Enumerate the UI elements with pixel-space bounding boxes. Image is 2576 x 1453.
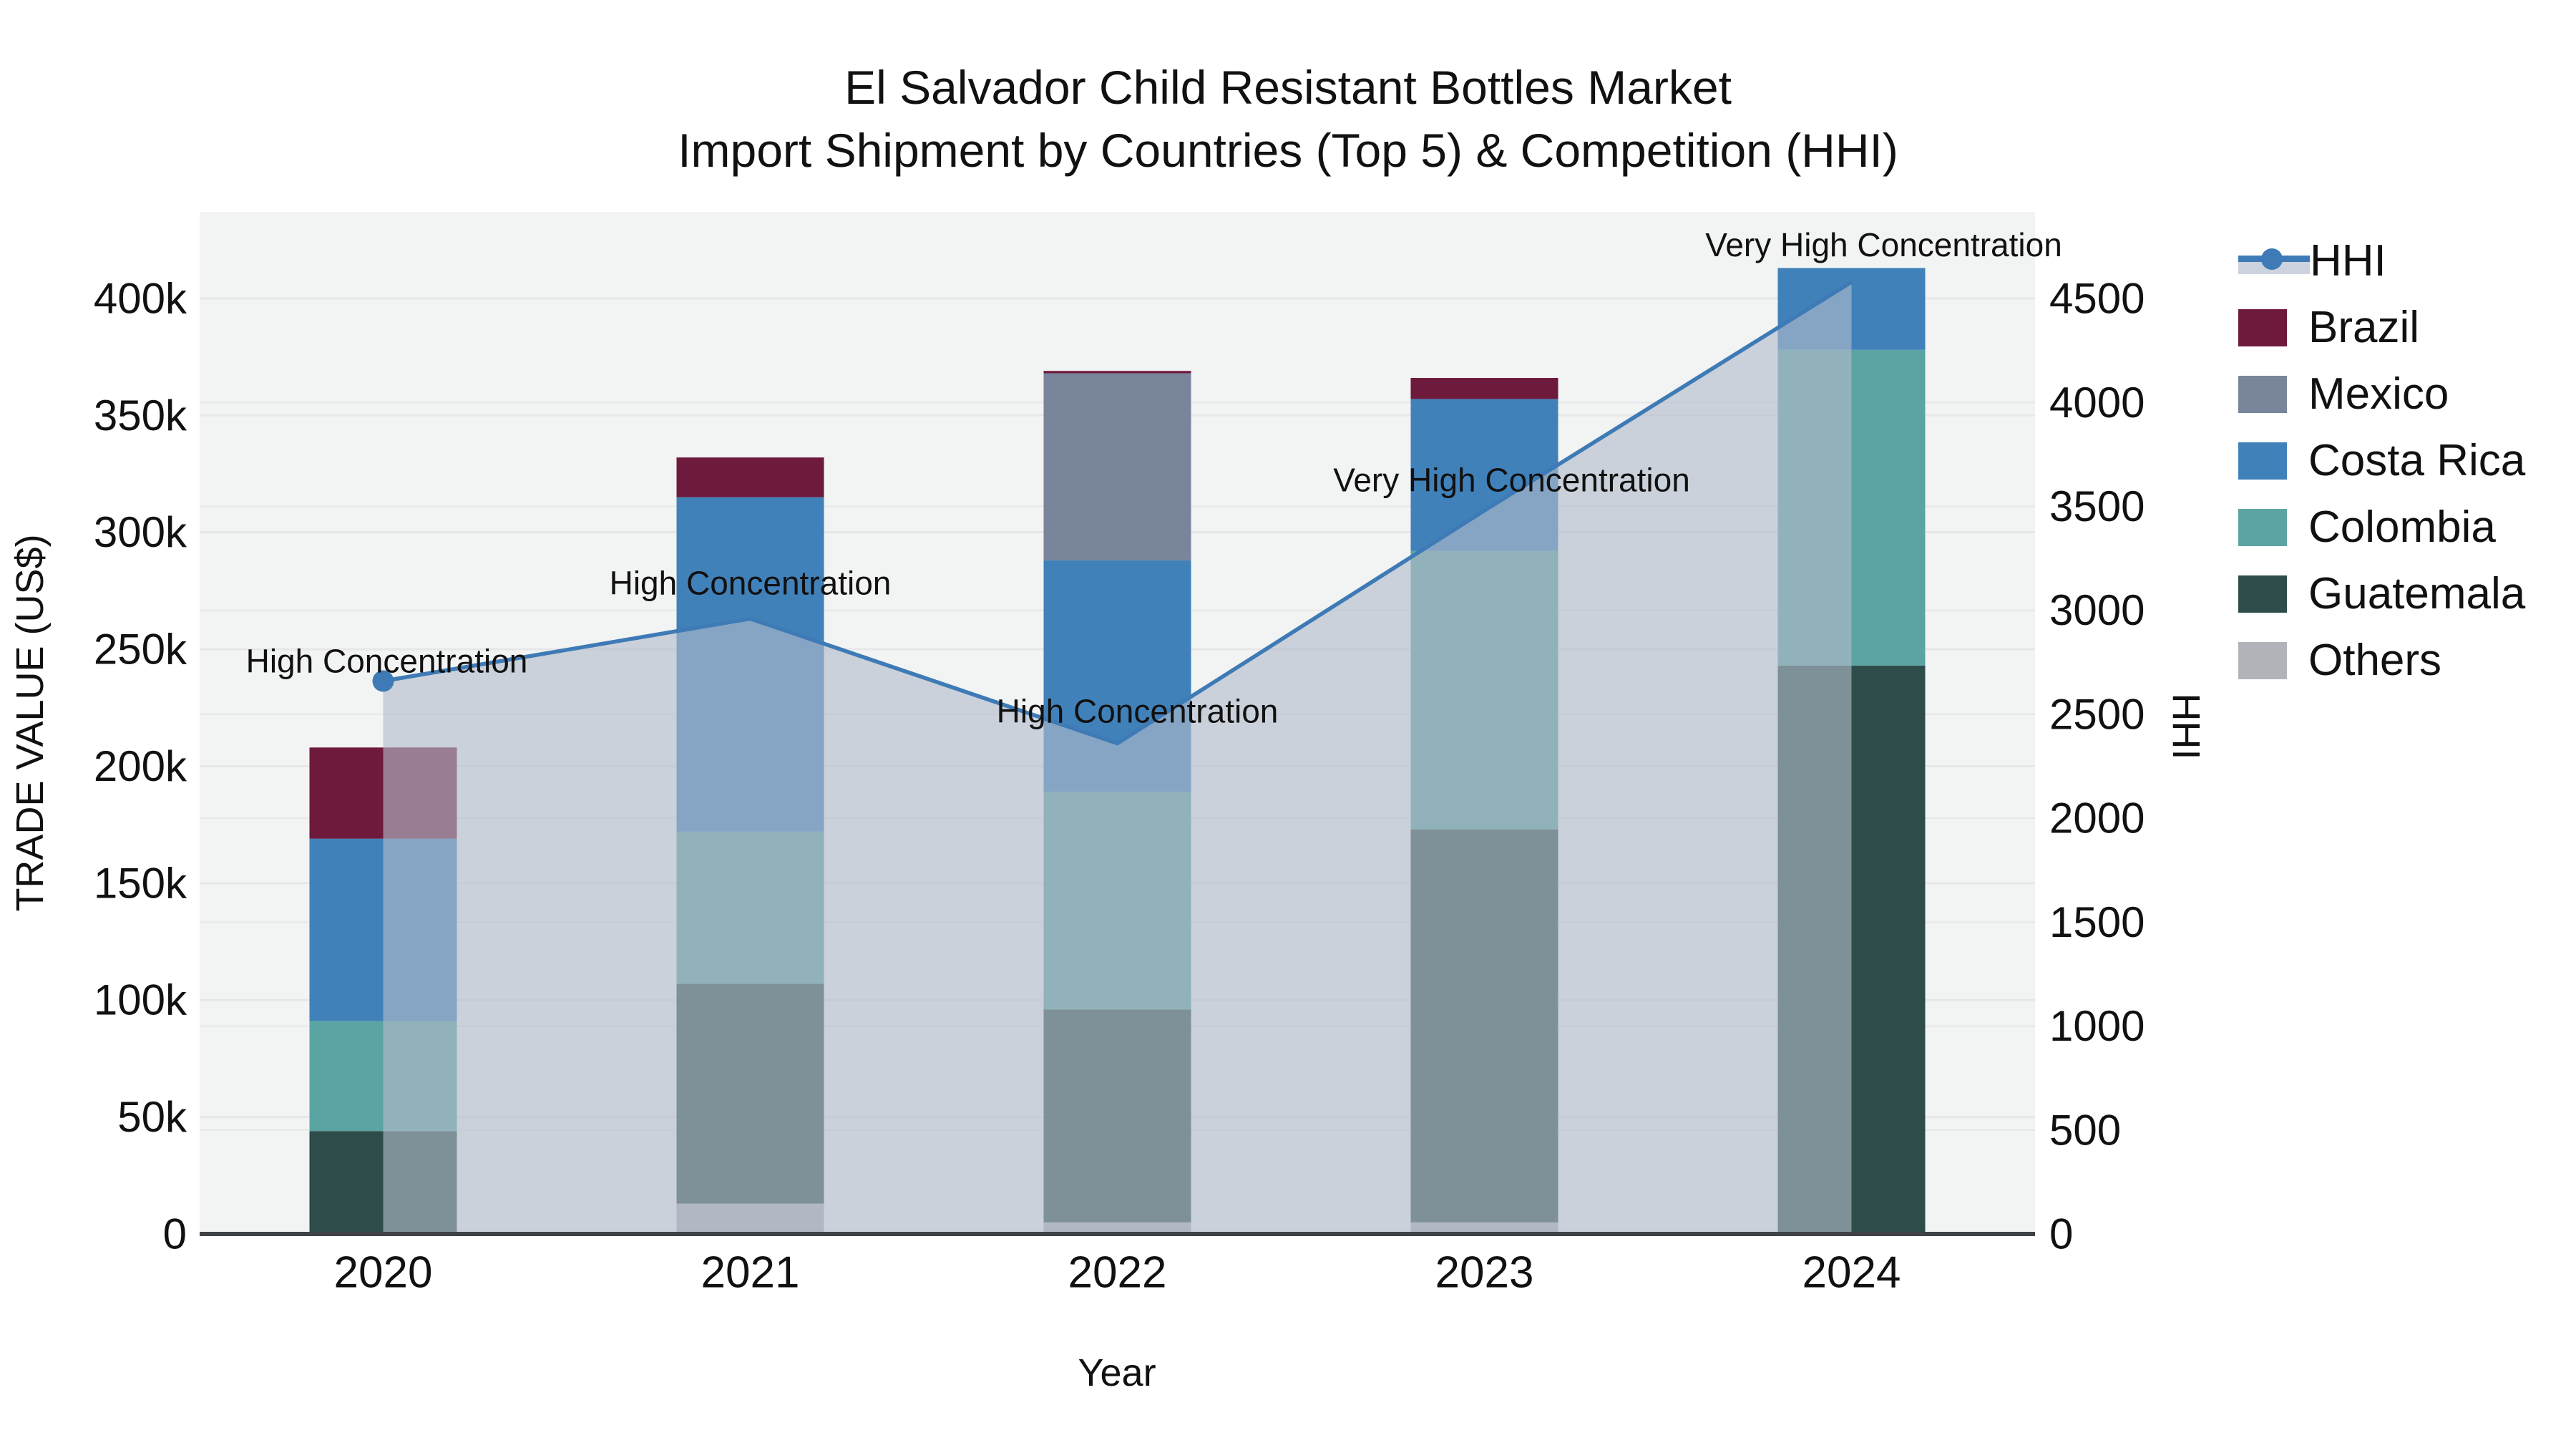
y-right-tick-4500: 4500: [2049, 275, 2145, 323]
legend-label: Others: [2308, 636, 2442, 685]
chart-title-line2: Import Shipment by Countries (Top 5) & C…: [678, 124, 1898, 177]
bar-2022-brazil: [1043, 371, 1191, 374]
annotation-2021: High Concentration: [610, 564, 892, 601]
y-left-tick-400k: 400k: [94, 274, 187, 322]
y-left-tick-150k: 150k: [94, 859, 187, 907]
legend-label: Costa Rica: [2308, 436, 2526, 485]
y-left-tick-200k: 200k: [94, 742, 187, 790]
y-left-tick-300k: 300k: [94, 508, 187, 556]
legend-item-guatemala[interactable]: Guatemala: [2238, 560, 2525, 627]
y-left-tick-50k: 50k: [117, 1093, 187, 1141]
legend-label: Mexico: [2308, 369, 2449, 419]
legend-swatch-icon: [2238, 508, 2287, 546]
y-right-tick-500: 500: [2049, 1106, 2121, 1154]
y-right-tick-1000: 1000: [2049, 1002, 2145, 1050]
legend-item-mexico[interactable]: Mexico: [2238, 361, 2525, 427]
x-tick-2024: 2024: [1802, 1248, 1901, 1298]
legend-label: HHI: [2310, 236, 2386, 286]
annotation-2024: Very High Concentration: [1705, 226, 2062, 263]
y-left-tick-250k: 250k: [94, 626, 187, 674]
y-left-tick-100k: 100k: [94, 976, 187, 1024]
y-right-tick-4000: 4000: [2049, 379, 2145, 427]
y-right-tick-0: 0: [2049, 1210, 2073, 1258]
legend-item-others[interactable]: Others: [2238, 627, 2525, 694]
chart-title: El Salvador Child Resistant Bottles Mark…: [0, 56, 2576, 182]
annotation-2022: High Concentration: [997, 693, 1279, 730]
legend-swatch-icon: [2238, 442, 2287, 480]
legend-item-hhi[interactable]: HHI: [2238, 228, 2525, 294]
x-tick-2022: 2022: [1068, 1248, 1167, 1298]
x-axis-title: Year: [1078, 1351, 1156, 1394]
y-left-tick-350k: 350k: [94, 392, 187, 439]
bar-2023-brazil: [1410, 378, 1558, 399]
y-right-tick-2000: 2000: [2049, 794, 2145, 842]
hhi-swatch-part: [2261, 248, 2283, 270]
legend-label: Brazil: [2308, 303, 2420, 352]
legend-item-brazil[interactable]: Brazil: [2238, 294, 2525, 361]
y-right-tick-3000: 3000: [2049, 586, 2145, 634]
hhi-marker-2020: [372, 670, 394, 692]
y-right-tick-2500: 2500: [2049, 690, 2145, 738]
legend-item-costa-rica[interactable]: Costa Rica: [2238, 427, 2525, 494]
annotation-2020: High Concentration: [246, 642, 528, 679]
hhi-area-fill: [383, 281, 1852, 1235]
y-right-tick-1500: 1500: [2049, 898, 2145, 946]
legend-swatch-icon: [2238, 375, 2287, 413]
x-tick-2023: 2023: [1435, 1248, 1534, 1298]
y-axis-title-right: HHI: [2165, 693, 2207, 760]
chart-title-line1: El Salvador Child Resistant Bottles Mark…: [844, 61, 1732, 114]
y-axis-title-left: TRADE VALUE (US$): [9, 534, 52, 912]
x-tick-2021: 2021: [701, 1248, 800, 1298]
hhi-line-swatch-icon: [2238, 243, 2310, 280]
legend-item-colombia[interactable]: Colombia: [2238, 494, 2525, 560]
legend-swatch-icon: [2238, 308, 2287, 346]
legend-swatch-icon: [2238, 575, 2287, 613]
legend: HHI Brazil Mexico Costa Rica Colombia Guatema…: [2238, 228, 2525, 694]
legend-label: Guatemala: [2308, 569, 2526, 618]
bar-2021-brazil: [676, 457, 824, 497]
bar-2022-mexico: [1043, 373, 1191, 560]
legend-label: Colombia: [2308, 502, 2496, 552]
legend-swatch-icon: [2238, 641, 2287, 679]
hhi-line: [383, 280, 1853, 746]
y-left-tick-0: 0: [163, 1210, 187, 1258]
annotation-2023: Very High Concentration: [1333, 461, 1690, 498]
x-tick-2020: 2020: [334, 1248, 433, 1298]
y-right-tick-3500: 3500: [2049, 482, 2145, 530]
